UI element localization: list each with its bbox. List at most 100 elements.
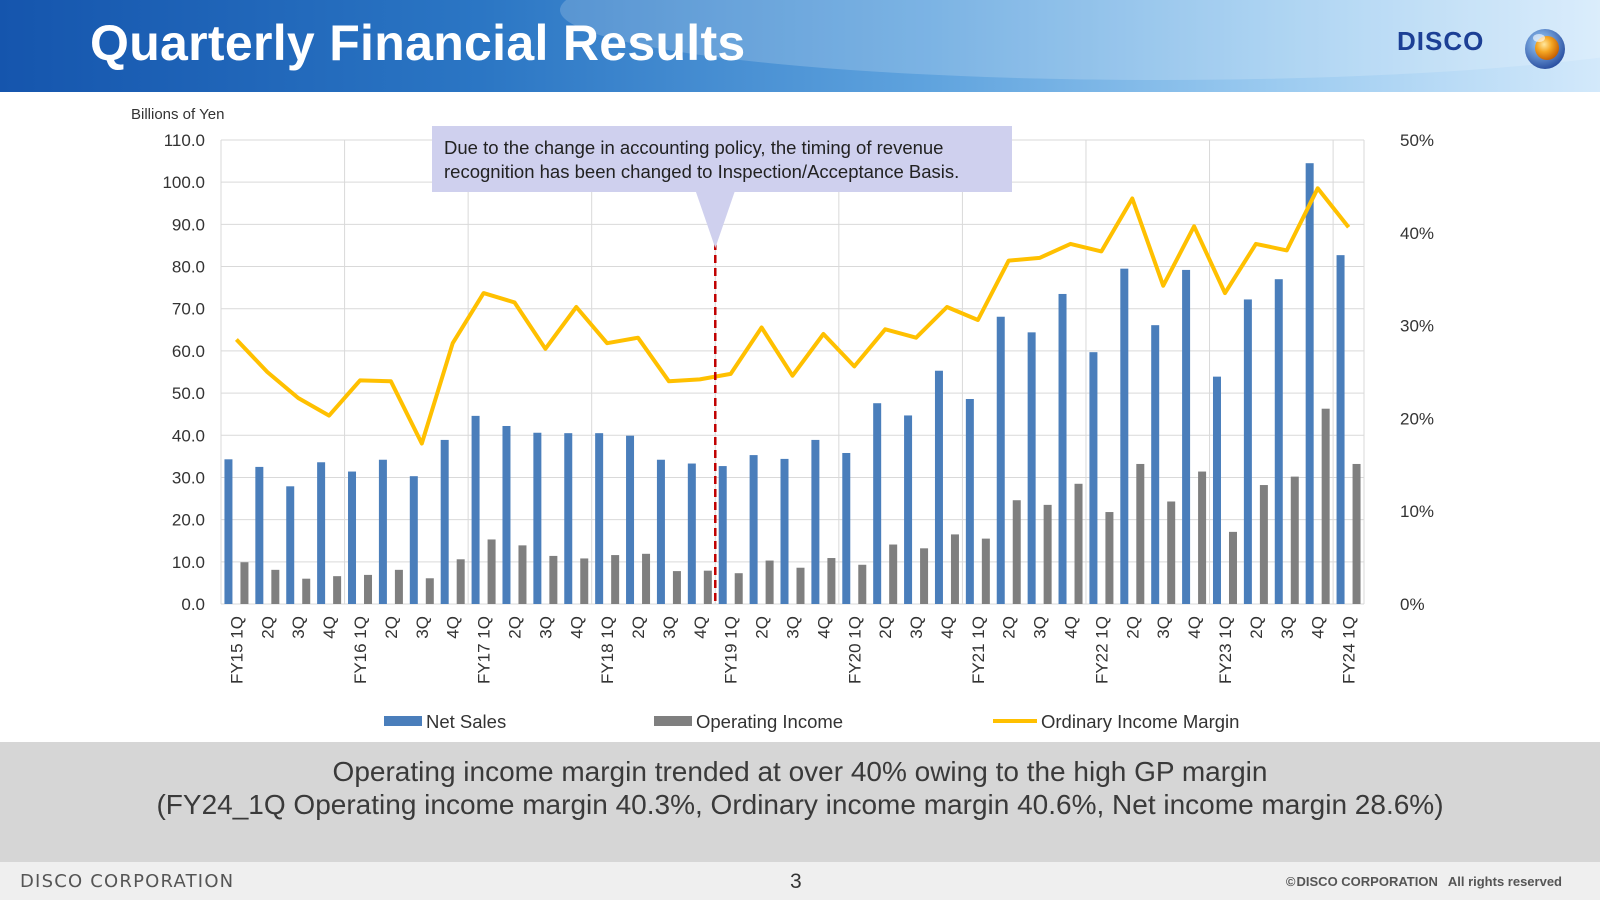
bar-operating-income bbox=[1167, 501, 1176, 604]
footer: DISCO CORPORATION 3 ©DISCO CORPORATION Al… bbox=[0, 862, 1600, 900]
x-tick-label: 3Q bbox=[907, 616, 926, 639]
line-series bbox=[234, 186, 1351, 446]
summary-line-1: Operating income margin trended at over … bbox=[332, 756, 1268, 787]
y-tick-label: 110.0 bbox=[164, 131, 205, 150]
annotation-line-2: recognition has been changed to Inspecti… bbox=[444, 161, 959, 182]
bar-net-sales bbox=[533, 432, 542, 604]
bar-net-sales bbox=[409, 476, 418, 604]
bar-operating-income bbox=[1198, 471, 1207, 604]
y-tick-label: 60.0 bbox=[172, 342, 205, 361]
bar-operating-income bbox=[1136, 463, 1145, 604]
bar-operating-income bbox=[611, 555, 620, 604]
bar-net-sales bbox=[749, 455, 758, 604]
bar-operating-income bbox=[1074, 483, 1083, 604]
bar-operating-income bbox=[302, 578, 311, 604]
x-tick-label: 2Q bbox=[505, 616, 524, 639]
bar-net-sales bbox=[1212, 376, 1221, 604]
x-tick-label: 3Q bbox=[784, 616, 803, 639]
bar-operating-income bbox=[920, 548, 929, 604]
bar-operating-income bbox=[394, 569, 403, 604]
x-tick-label: 4Q bbox=[1185, 616, 1204, 639]
bar-net-sales bbox=[1027, 332, 1036, 604]
x-axis-ticks: FY15 1Q 2Q 3Q 4Q FY16 1Q 2Q 3Q 4Q FY17 1Q 2Q 3Q 4Q F… bbox=[227, 616, 1358, 684]
bar-net-sales bbox=[502, 425, 511, 604]
y2-axis-ticks: 50% 40% 30% 20% 10% 0% bbox=[1400, 131, 1434, 614]
x-tick-label: FY17 1Q bbox=[475, 616, 494, 684]
bar-operating-income bbox=[240, 562, 249, 604]
bar-net-sales bbox=[564, 433, 573, 604]
x-tick-label: 4Q bbox=[1309, 616, 1328, 639]
bar-operating-income bbox=[364, 574, 373, 604]
bar-operating-income bbox=[642, 553, 651, 604]
bar-net-sales bbox=[595, 433, 604, 604]
bar-net-sales bbox=[255, 466, 264, 604]
bar-net-sales bbox=[904, 415, 913, 604]
x-tick-label: FY22 1Q bbox=[1092, 616, 1111, 684]
x-tick-label: 2Q bbox=[753, 616, 772, 639]
legend: Net Sales Operating Income Ordinary Income… bbox=[384, 711, 1239, 732]
line-ordinary-income-margin bbox=[234, 186, 1351, 446]
bar-operating-income bbox=[1105, 512, 1114, 604]
bar-net-sales bbox=[1151, 325, 1160, 604]
x-tick-label: 2Q bbox=[258, 616, 277, 639]
annotation-line-1: Due to the change in accounting policy, … bbox=[444, 137, 943, 158]
legend-label: Operating Income bbox=[696, 711, 843, 732]
x-tick-label: FY24 1Q bbox=[1340, 616, 1359, 684]
y-tick-label: 40.0 bbox=[172, 426, 205, 445]
bar-operating-income bbox=[796, 567, 805, 604]
financial-chart: Billions of Yen 110.0 100.0 90.0 80.0 70.0 60… bbox=[131, 106, 1434, 732]
x-tick-label: 3Q bbox=[413, 616, 432, 639]
summary-line-2: (FY24_1Q Operating income margin 40.3%, … bbox=[156, 789, 1444, 820]
y2-tick-label: 40% bbox=[1400, 224, 1434, 243]
x-tick-label: 4Q bbox=[444, 616, 463, 639]
y-tick-label: 80.0 bbox=[172, 258, 205, 277]
legend-swatch bbox=[384, 716, 422, 726]
x-tick-label: 4Q bbox=[814, 616, 833, 639]
bar-net-sales bbox=[317, 462, 326, 604]
x-tick-label: FY18 1Q bbox=[598, 616, 617, 684]
annotation-pointer bbox=[695, 190, 736, 248]
x-tick-label: FY16 1Q bbox=[351, 616, 370, 684]
bar-operating-income bbox=[1012, 500, 1021, 604]
disco-globe-logo-icon bbox=[1525, 29, 1565, 69]
bar-operating-income bbox=[734, 573, 743, 604]
bar-net-sales bbox=[1274, 279, 1283, 604]
y2-tick-label: 50% bbox=[1400, 131, 1434, 150]
bar-net-sales bbox=[1058, 293, 1067, 604]
bar-operating-income bbox=[1321, 408, 1330, 604]
bar-net-sales bbox=[965, 398, 974, 604]
bar-net-sales bbox=[1120, 268, 1129, 604]
bar-net-sales bbox=[378, 459, 387, 604]
bar-operating-income bbox=[271, 569, 280, 604]
y-tick-label: 90.0 bbox=[172, 215, 205, 234]
footer-company: DISCO CORPORATION bbox=[20, 871, 235, 892]
x-tick-label: 2Q bbox=[629, 616, 648, 639]
bar-operating-income bbox=[1043, 504, 1052, 604]
bar-net-sales bbox=[348, 471, 357, 604]
y-tick-label: 50.0 bbox=[172, 384, 205, 403]
bar-operating-income bbox=[580, 558, 589, 604]
copyright-symbol: © bbox=[1285, 874, 1296, 889]
x-tick-label: 4Q bbox=[938, 616, 957, 639]
bar-net-sales bbox=[842, 452, 851, 604]
bar-net-sales bbox=[626, 435, 635, 604]
logo-text: DISCO bbox=[1397, 26, 1485, 56]
y-axis-ticks: 110.0 100.0 90.0 80.0 70.0 60.0 50.0 40.0 30.0 20… bbox=[162, 131, 205, 614]
x-tick-label: 2Q bbox=[876, 616, 895, 639]
bar-net-sales bbox=[687, 463, 696, 604]
x-tick-label: 2Q bbox=[1123, 616, 1142, 639]
x-tick-label: 3Q bbox=[1278, 616, 1297, 639]
bar-operating-income bbox=[333, 576, 342, 604]
y-tick-label: 10.0 bbox=[172, 553, 205, 572]
x-tick-label: 2Q bbox=[382, 616, 401, 639]
annotation-box bbox=[432, 126, 1012, 192]
y2-tick-label: 10% bbox=[1400, 502, 1434, 521]
bar-net-sales bbox=[471, 415, 480, 604]
summary-panel: Operating income margin trended at over … bbox=[0, 742, 1600, 862]
x-tick-label: 2Q bbox=[1000, 616, 1019, 639]
bar-operating-income bbox=[549, 555, 558, 604]
bar-net-sales bbox=[811, 439, 820, 604]
bar-net-sales bbox=[718, 466, 727, 604]
x-tick-label: FY19 1Q bbox=[722, 616, 741, 684]
bar-operating-income bbox=[487, 539, 496, 604]
